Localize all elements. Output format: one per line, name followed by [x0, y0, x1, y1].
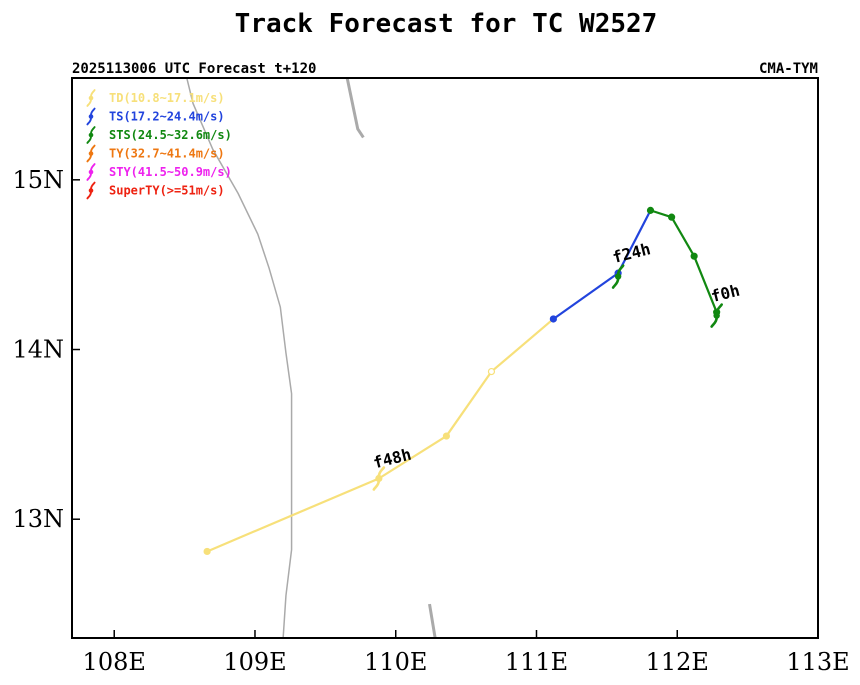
track-point	[668, 213, 676, 221]
x-tick-label: 113E	[786, 648, 849, 676]
legend-item: STS(24.5~32.6m/s)	[109, 128, 232, 142]
forecast-hour-label: f48h	[371, 445, 413, 473]
coastline-1	[345, 78, 365, 139]
track-segment	[378, 435, 447, 480]
track-layer: f0h f24h f48h	[203, 206, 742, 556]
coastline-0	[186, 78, 293, 638]
track-point	[646, 206, 655, 214]
track-point	[690, 252, 698, 260]
chart-title: Track Forecast for TC W2527	[235, 9, 658, 39]
y-tick-label: 14N	[12, 336, 64, 364]
x-tick-label: 110E	[364, 648, 427, 676]
track-point	[487, 367, 496, 376]
x-tick-label: 108E	[83, 648, 146, 676]
legend-symbol	[86, 144, 96, 163]
track-segment	[693, 255, 718, 313]
track-segment	[445, 370, 493, 437]
chart-subtitle-right: CMA-TYM	[759, 61, 818, 77]
x-tick-label: 109E	[223, 648, 286, 676]
forecast-hour-label: f0h	[709, 281, 742, 306]
plot-frame	[71, 77, 819, 639]
forecast-hour-label: f24h	[610, 239, 652, 267]
storm-symbol	[710, 303, 723, 328]
legend-item: STY(41.5~50.9m/s)	[109, 165, 232, 179]
legend-symbol	[86, 181, 96, 200]
track-segment	[650, 209, 672, 219]
legend-item: TS(17.2~24.4m/s)	[109, 110, 225, 124]
track-segment	[617, 209, 652, 274]
legend-symbol	[86, 126, 96, 144]
coastline-2	[428, 603, 437, 638]
legend-symbol	[86, 107, 96, 126]
track-segment	[490, 318, 555, 373]
legend-item: TD(10.8~17.1m/s)	[109, 91, 225, 105]
track-point	[442, 432, 451, 440]
track-segment	[552, 272, 619, 320]
axes: 108E 109E 110E 111E 112E 113E 13N 14N 15N	[12, 166, 849, 676]
track-point	[549, 315, 557, 323]
y-tick-label: 15N	[12, 166, 64, 194]
y-tick-label: 13N	[12, 505, 64, 533]
x-tick-label: 112E	[646, 648, 709, 676]
legend-item: SuperTY(>=51m/s)	[109, 184, 225, 198]
track-segment	[206, 477, 380, 553]
track-segment	[670, 216, 696, 257]
legend: TD(10.8~17.1m/s) TS(17.2~24.4m/s) STS(24.5…	[86, 89, 232, 200]
track-point	[203, 547, 211, 556]
legend-symbol	[86, 89, 96, 107]
x-tick-label: 111E	[505, 648, 568, 676]
storm-symbol	[611, 264, 625, 289]
chart-subtitle-left: 2025113006 UTC Forecast t+120	[72, 61, 316, 77]
legend-item: TY(32.7~41.4m/s)	[109, 147, 225, 161]
storm-symbol	[372, 466, 386, 491]
legend-symbol	[86, 163, 96, 181]
coastline-layer	[186, 78, 437, 638]
